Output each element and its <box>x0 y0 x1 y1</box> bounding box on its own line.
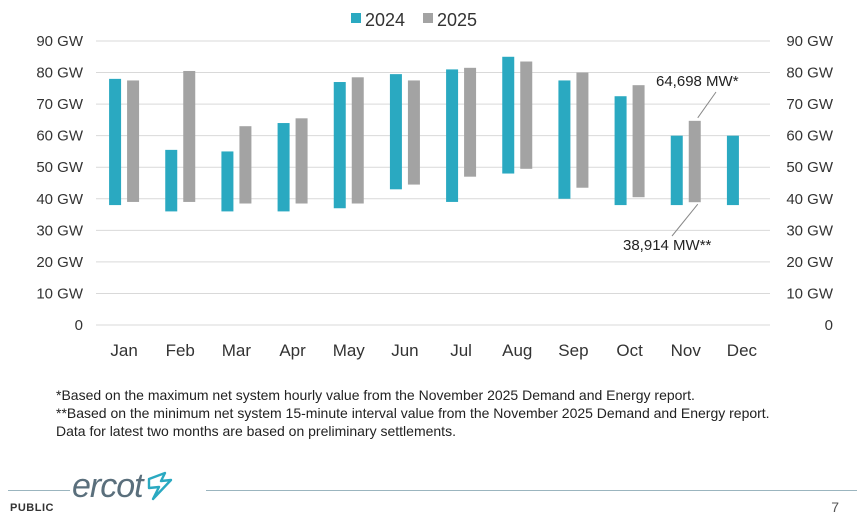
bar-2024-jan <box>109 78 122 206</box>
lightning-bolt-icon <box>147 471 172 501</box>
y-tick-label: 60 GW <box>786 128 834 145</box>
bar-2024-feb <box>165 149 178 212</box>
y-tick-label: 70 GW <box>36 96 84 113</box>
demand-range-chart: 0 10 GW 20 GW 30 GW 40 GW 50 GW 60 GW 70 GW 80 G… <box>36 10 834 360</box>
x-tick-label: Jun <box>391 341 418 360</box>
y-tick-label: 40 GW <box>36 191 84 208</box>
y-tick-label: 20 GW <box>786 254 834 271</box>
x-tick-label: Oct <box>616 341 643 360</box>
x-tick-label: May <box>333 341 366 360</box>
y-tick-label: 10 GW <box>786 285 834 302</box>
x-tick-label: Nov <box>671 341 702 360</box>
bar-2025-feb <box>183 70 196 202</box>
footnote-preliminary: Data for latest two months are based on … <box>56 423 456 439</box>
bar-2024-jun <box>389 74 402 190</box>
y-tick-label: 30 GW <box>36 222 84 239</box>
bar-2024-sep <box>558 80 571 199</box>
y-tick-label: 80 GW <box>36 65 84 82</box>
legend-label-2025: 2025 <box>437 10 477 30</box>
bar-2025-apr <box>295 118 308 204</box>
bar-2024-apr <box>277 123 290 212</box>
y-tick-label: 50 GW <box>36 159 84 176</box>
y-axis-right: 0 10 GW 20 GW 30 GW 40 GW 50 GW 60 GW 70 GW 80 G… <box>786 33 834 334</box>
footer-divider <box>206 490 857 491</box>
x-tick-label: Sep <box>558 341 588 360</box>
footnote-max: *Based on the maximum net system hourly … <box>56 387 695 403</box>
bar-2025-oct <box>632 85 645 198</box>
y-tick-label: 80 GW <box>786 65 834 82</box>
x-tick-label: Jul <box>450 341 472 360</box>
x-tick-label: Apr <box>279 341 306 360</box>
bar-2024-aug <box>502 56 515 174</box>
bar-2025-jun <box>407 80 420 185</box>
classification-label: PUBLIC <box>10 502 54 514</box>
leader-line <box>697 91 717 119</box>
y-tick-label: 90 GW <box>36 33 84 50</box>
legend-label-2024: 2024 <box>365 10 405 30</box>
gridlines <box>96 40 770 326</box>
annotation-label: 64,698 MW* <box>656 73 739 90</box>
annotation-label: 38,914 MW** <box>623 237 712 254</box>
y-tick-label: 50 GW <box>786 159 834 176</box>
footnotes: *Based on the maximum net system hourly … <box>56 386 826 440</box>
legend-swatch-2025 <box>423 13 433 23</box>
y-tick-label: 20 GW <box>36 254 84 271</box>
bar-2025-aug <box>520 61 533 169</box>
bar-2024-jul <box>446 69 459 202</box>
y-tick-label: 30 GW <box>786 222 834 239</box>
leader-line <box>671 203 699 237</box>
bar-2025-sep <box>576 72 589 188</box>
logo-text: ercot <box>72 466 144 505</box>
legend-swatch-2024 <box>351 13 361 23</box>
x-tick-label: Feb <box>166 341 195 360</box>
x-tick-label: Aug <box>502 341 532 360</box>
y-tick-label: 90 GW <box>786 33 834 50</box>
y-tick-label: 0 <box>75 317 83 334</box>
bar-2025-nov <box>688 120 701 203</box>
bar-2024-may <box>333 82 346 209</box>
annotations: 64,698 MW* 38,914 MW** <box>623 73 739 254</box>
y-tick-label: 0 <box>825 317 833 334</box>
bar-2024-nov <box>670 135 683 206</box>
bar-2025-mar <box>239 126 252 204</box>
bar-2025-jan <box>127 80 140 202</box>
bar-2024-dec <box>726 135 739 206</box>
page-number: 7 <box>831 499 839 515</box>
x-axis: Jan Feb Mar Apr May Jun Jul Aug Sep Oct Nov Dec <box>110 341 757 360</box>
y-tick-label: 40 GW <box>786 191 834 208</box>
x-tick-label: Jan <box>110 341 137 360</box>
y-axis-left: 0 10 GW 20 GW 30 GW 40 GW 50 GW 60 GW 70 GW 80 G… <box>36 33 84 334</box>
bar-2025-may <box>351 77 364 204</box>
ercot-logo: ercot <box>72 466 175 506</box>
footer-divider-left <box>8 490 70 491</box>
bar-2024-oct <box>614 96 627 206</box>
y-tick-label: 10 GW <box>36 285 84 302</box>
x-tick-label: Dec <box>727 341 758 360</box>
bars <box>109 56 739 212</box>
legend: 2024 2025 <box>351 10 477 30</box>
y-tick-label: 70 GW <box>786 96 834 113</box>
footnote-min: **Based on the minimum net system 15-min… <box>56 405 770 421</box>
x-tick-label: Mar <box>222 341 252 360</box>
bar-2024-mar <box>221 151 234 212</box>
bar-2025-jul <box>464 67 477 177</box>
y-tick-label: 60 GW <box>36 128 84 145</box>
